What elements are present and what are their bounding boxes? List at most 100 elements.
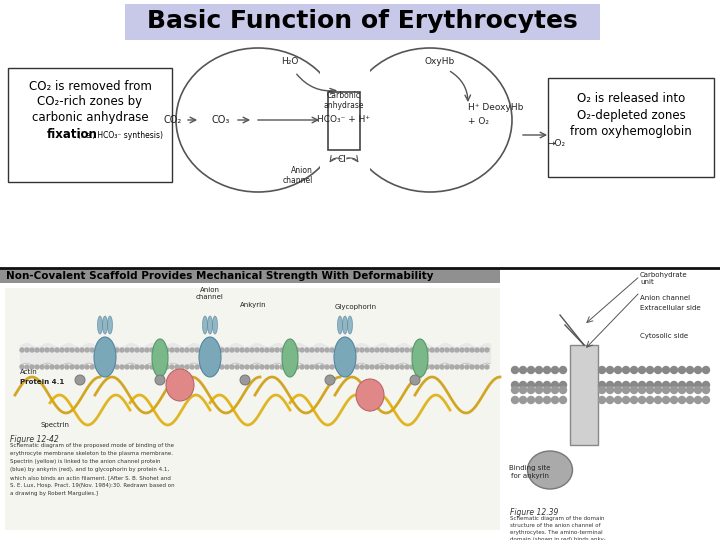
Circle shape: [703, 367, 709, 374]
Circle shape: [410, 365, 414, 369]
Circle shape: [420, 365, 424, 369]
Text: domain (shown in red) binds anky-: domain (shown in red) binds anky-: [510, 537, 606, 540]
Circle shape: [225, 365, 229, 369]
Circle shape: [536, 387, 542, 394]
Ellipse shape: [94, 337, 116, 377]
Circle shape: [270, 348, 274, 352]
Ellipse shape: [240, 375, 250, 385]
Circle shape: [185, 348, 189, 352]
Circle shape: [614, 367, 621, 374]
Circle shape: [385, 365, 389, 369]
Circle shape: [240, 348, 244, 352]
Circle shape: [520, 387, 526, 394]
Circle shape: [460, 348, 464, 352]
Circle shape: [552, 381, 559, 388]
Circle shape: [170, 348, 174, 352]
Circle shape: [695, 396, 701, 403]
Circle shape: [180, 365, 184, 369]
Circle shape: [310, 365, 314, 369]
Text: H₂O: H₂O: [282, 57, 299, 66]
Circle shape: [165, 365, 169, 369]
Ellipse shape: [107, 316, 112, 334]
Circle shape: [544, 387, 551, 394]
Circle shape: [305, 365, 309, 369]
Circle shape: [30, 365, 34, 369]
Ellipse shape: [166, 369, 194, 401]
Circle shape: [552, 367, 559, 374]
Circle shape: [110, 348, 114, 352]
Circle shape: [85, 348, 89, 352]
Circle shape: [70, 365, 74, 369]
Circle shape: [511, 367, 518, 374]
Circle shape: [654, 381, 662, 388]
Circle shape: [125, 348, 129, 352]
Circle shape: [65, 365, 69, 369]
Ellipse shape: [338, 316, 343, 334]
Circle shape: [350, 348, 354, 352]
Circle shape: [150, 348, 154, 352]
Circle shape: [559, 367, 567, 374]
Ellipse shape: [325, 375, 335, 385]
Circle shape: [552, 396, 559, 403]
Circle shape: [265, 348, 269, 352]
Text: O₂-depleted zones: O₂-depleted zones: [577, 109, 685, 122]
FancyBboxPatch shape: [328, 92, 360, 150]
Circle shape: [335, 365, 339, 369]
Circle shape: [380, 348, 384, 352]
Circle shape: [544, 367, 551, 374]
Circle shape: [440, 365, 444, 369]
Circle shape: [185, 365, 189, 369]
Circle shape: [140, 365, 144, 369]
Circle shape: [703, 396, 709, 403]
Circle shape: [380, 365, 384, 369]
Circle shape: [695, 387, 701, 394]
Text: (i.e., HCO₃⁻ synthesis): (i.e., HCO₃⁻ synthesis): [78, 131, 163, 139]
Circle shape: [536, 396, 542, 403]
Circle shape: [300, 348, 304, 352]
Circle shape: [686, 381, 693, 388]
Text: Figure 12.39: Figure 12.39: [510, 508, 559, 517]
Circle shape: [190, 365, 194, 369]
Circle shape: [614, 396, 621, 403]
Circle shape: [220, 365, 224, 369]
Circle shape: [235, 348, 239, 352]
Circle shape: [559, 387, 567, 394]
Circle shape: [275, 348, 279, 352]
Text: fixation: fixation: [47, 127, 97, 140]
Circle shape: [639, 396, 646, 403]
Circle shape: [50, 348, 54, 352]
Circle shape: [285, 365, 289, 369]
Ellipse shape: [343, 316, 348, 334]
Circle shape: [375, 348, 379, 352]
Circle shape: [485, 365, 489, 369]
Circle shape: [135, 348, 139, 352]
Circle shape: [70, 348, 74, 352]
Text: CO₂: CO₂: [164, 115, 182, 125]
Circle shape: [559, 396, 567, 403]
Circle shape: [290, 365, 294, 369]
Circle shape: [455, 348, 459, 352]
Circle shape: [703, 381, 709, 388]
Circle shape: [145, 348, 149, 352]
Text: Protein 4.1: Protein 4.1: [20, 379, 64, 385]
Circle shape: [520, 396, 526, 403]
Circle shape: [360, 365, 364, 369]
Circle shape: [110, 365, 114, 369]
Circle shape: [631, 381, 637, 388]
Circle shape: [606, 387, 613, 394]
FancyBboxPatch shape: [125, 4, 600, 40]
Circle shape: [345, 348, 349, 352]
Circle shape: [245, 365, 249, 369]
Circle shape: [470, 348, 474, 352]
Text: HCO₃⁻ + H⁺: HCO₃⁻ + H⁺: [318, 116, 371, 125]
Circle shape: [395, 348, 399, 352]
Circle shape: [165, 348, 169, 352]
Circle shape: [270, 365, 274, 369]
Ellipse shape: [412, 339, 428, 377]
Circle shape: [325, 348, 329, 352]
Text: CO₃: CO₃: [212, 115, 230, 125]
Ellipse shape: [102, 316, 107, 334]
Circle shape: [25, 365, 29, 369]
Circle shape: [305, 348, 309, 352]
Text: Spectrin (yellow) is linked to the anion channel protein: Spectrin (yellow) is linked to the anion…: [10, 459, 161, 464]
